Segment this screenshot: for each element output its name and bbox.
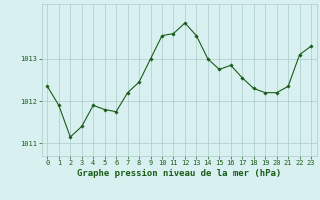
X-axis label: Graphe pression niveau de la mer (hPa): Graphe pression niveau de la mer (hPa) — [77, 169, 281, 178]
